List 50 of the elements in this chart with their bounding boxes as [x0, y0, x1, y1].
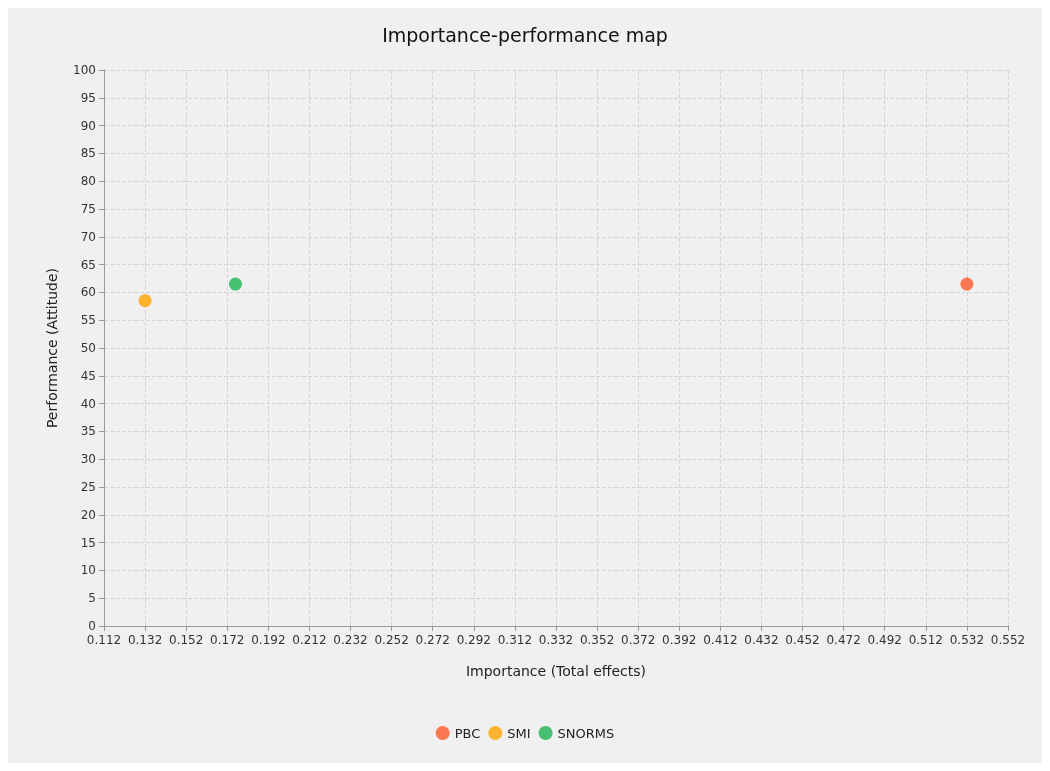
- y-tick-label: 75: [80, 202, 96, 216]
- y-tick-label: 0: [88, 619, 96, 633]
- y-tick-label: 85: [80, 146, 96, 161]
- y-tick-label: 60: [80, 285, 96, 300]
- x-tick-label: 0.492: [867, 633, 902, 647]
- legend-label: PBC: [454, 725, 481, 741]
- y-tick-label: 10: [80, 563, 96, 578]
- y-tick-label: 45: [80, 368, 96, 383]
- y-tick-label: 30: [80, 452, 96, 467]
- x-tick-label: 0.412: [703, 633, 738, 647]
- x-tick-label: 0.172: [210, 633, 245, 647]
- y-tick-label: 70: [80, 229, 96, 244]
- y-tick-label: 20: [80, 507, 96, 522]
- y-tick-label: 5: [88, 591, 96, 606]
- x-tick-label: 0.352: [579, 633, 615, 647]
- x-tick-label: 0.212: [292, 633, 327, 647]
- y-tick-label: 65: [80, 257, 96, 272]
- x-tick-label: 0.112: [86, 633, 122, 647]
- y-tick-label: 35: [80, 424, 96, 439]
- x-tick-label: 0.132: [127, 633, 163, 647]
- x-tick-label: 0.232: [333, 633, 368, 647]
- x-tick-label: 0.532: [949, 633, 985, 647]
- x-tick-label: 0.372: [621, 633, 656, 647]
- x-tick-label: 0.152: [169, 633, 204, 647]
- legend-label: SNORMS: [557, 725, 615, 741]
- y-tick-label: 95: [80, 90, 96, 105]
- x-tick-label: 0.252: [374, 633, 409, 647]
- legend-label: SMI: [507, 725, 531, 741]
- x-tick-label: 0.452: [785, 633, 820, 647]
- x-tick-label: 0.392: [662, 633, 697, 647]
- x-tick-label: 0.312: [497, 633, 533, 647]
- x-tick-label: 0.332: [538, 633, 574, 647]
- y-axis-title: Performance (Attitude): [44, 267, 60, 429]
- x-tick-label: 0.192: [251, 633, 286, 647]
- x-axis-title: Importance (Total effects): [465, 663, 647, 679]
- y-tick-label: 15: [80, 535, 96, 550]
- y-tick-label: 55: [80, 313, 96, 328]
- y-tick-label: 100: [73, 63, 96, 77]
- x-tick-label: 0.292: [456, 633, 491, 647]
- x-tick-label: 0.552: [990, 633, 1026, 647]
- y-tick-label: 25: [80, 480, 96, 494]
- y-tick-label: 50: [80, 341, 96, 355]
- x-tick-label: 0.272: [415, 633, 450, 647]
- x-tick-label: 0.432: [744, 633, 779, 647]
- y-tick-label: 40: [80, 396, 96, 411]
- y-tick-label: 90: [80, 118, 96, 133]
- chart-title: Importance-performance map: [382, 23, 668, 46]
- x-tick-label: 0.472: [826, 633, 861, 647]
- x-tick-label: 0.512: [908, 633, 943, 647]
- y-tick-label: 80: [80, 174, 96, 189]
